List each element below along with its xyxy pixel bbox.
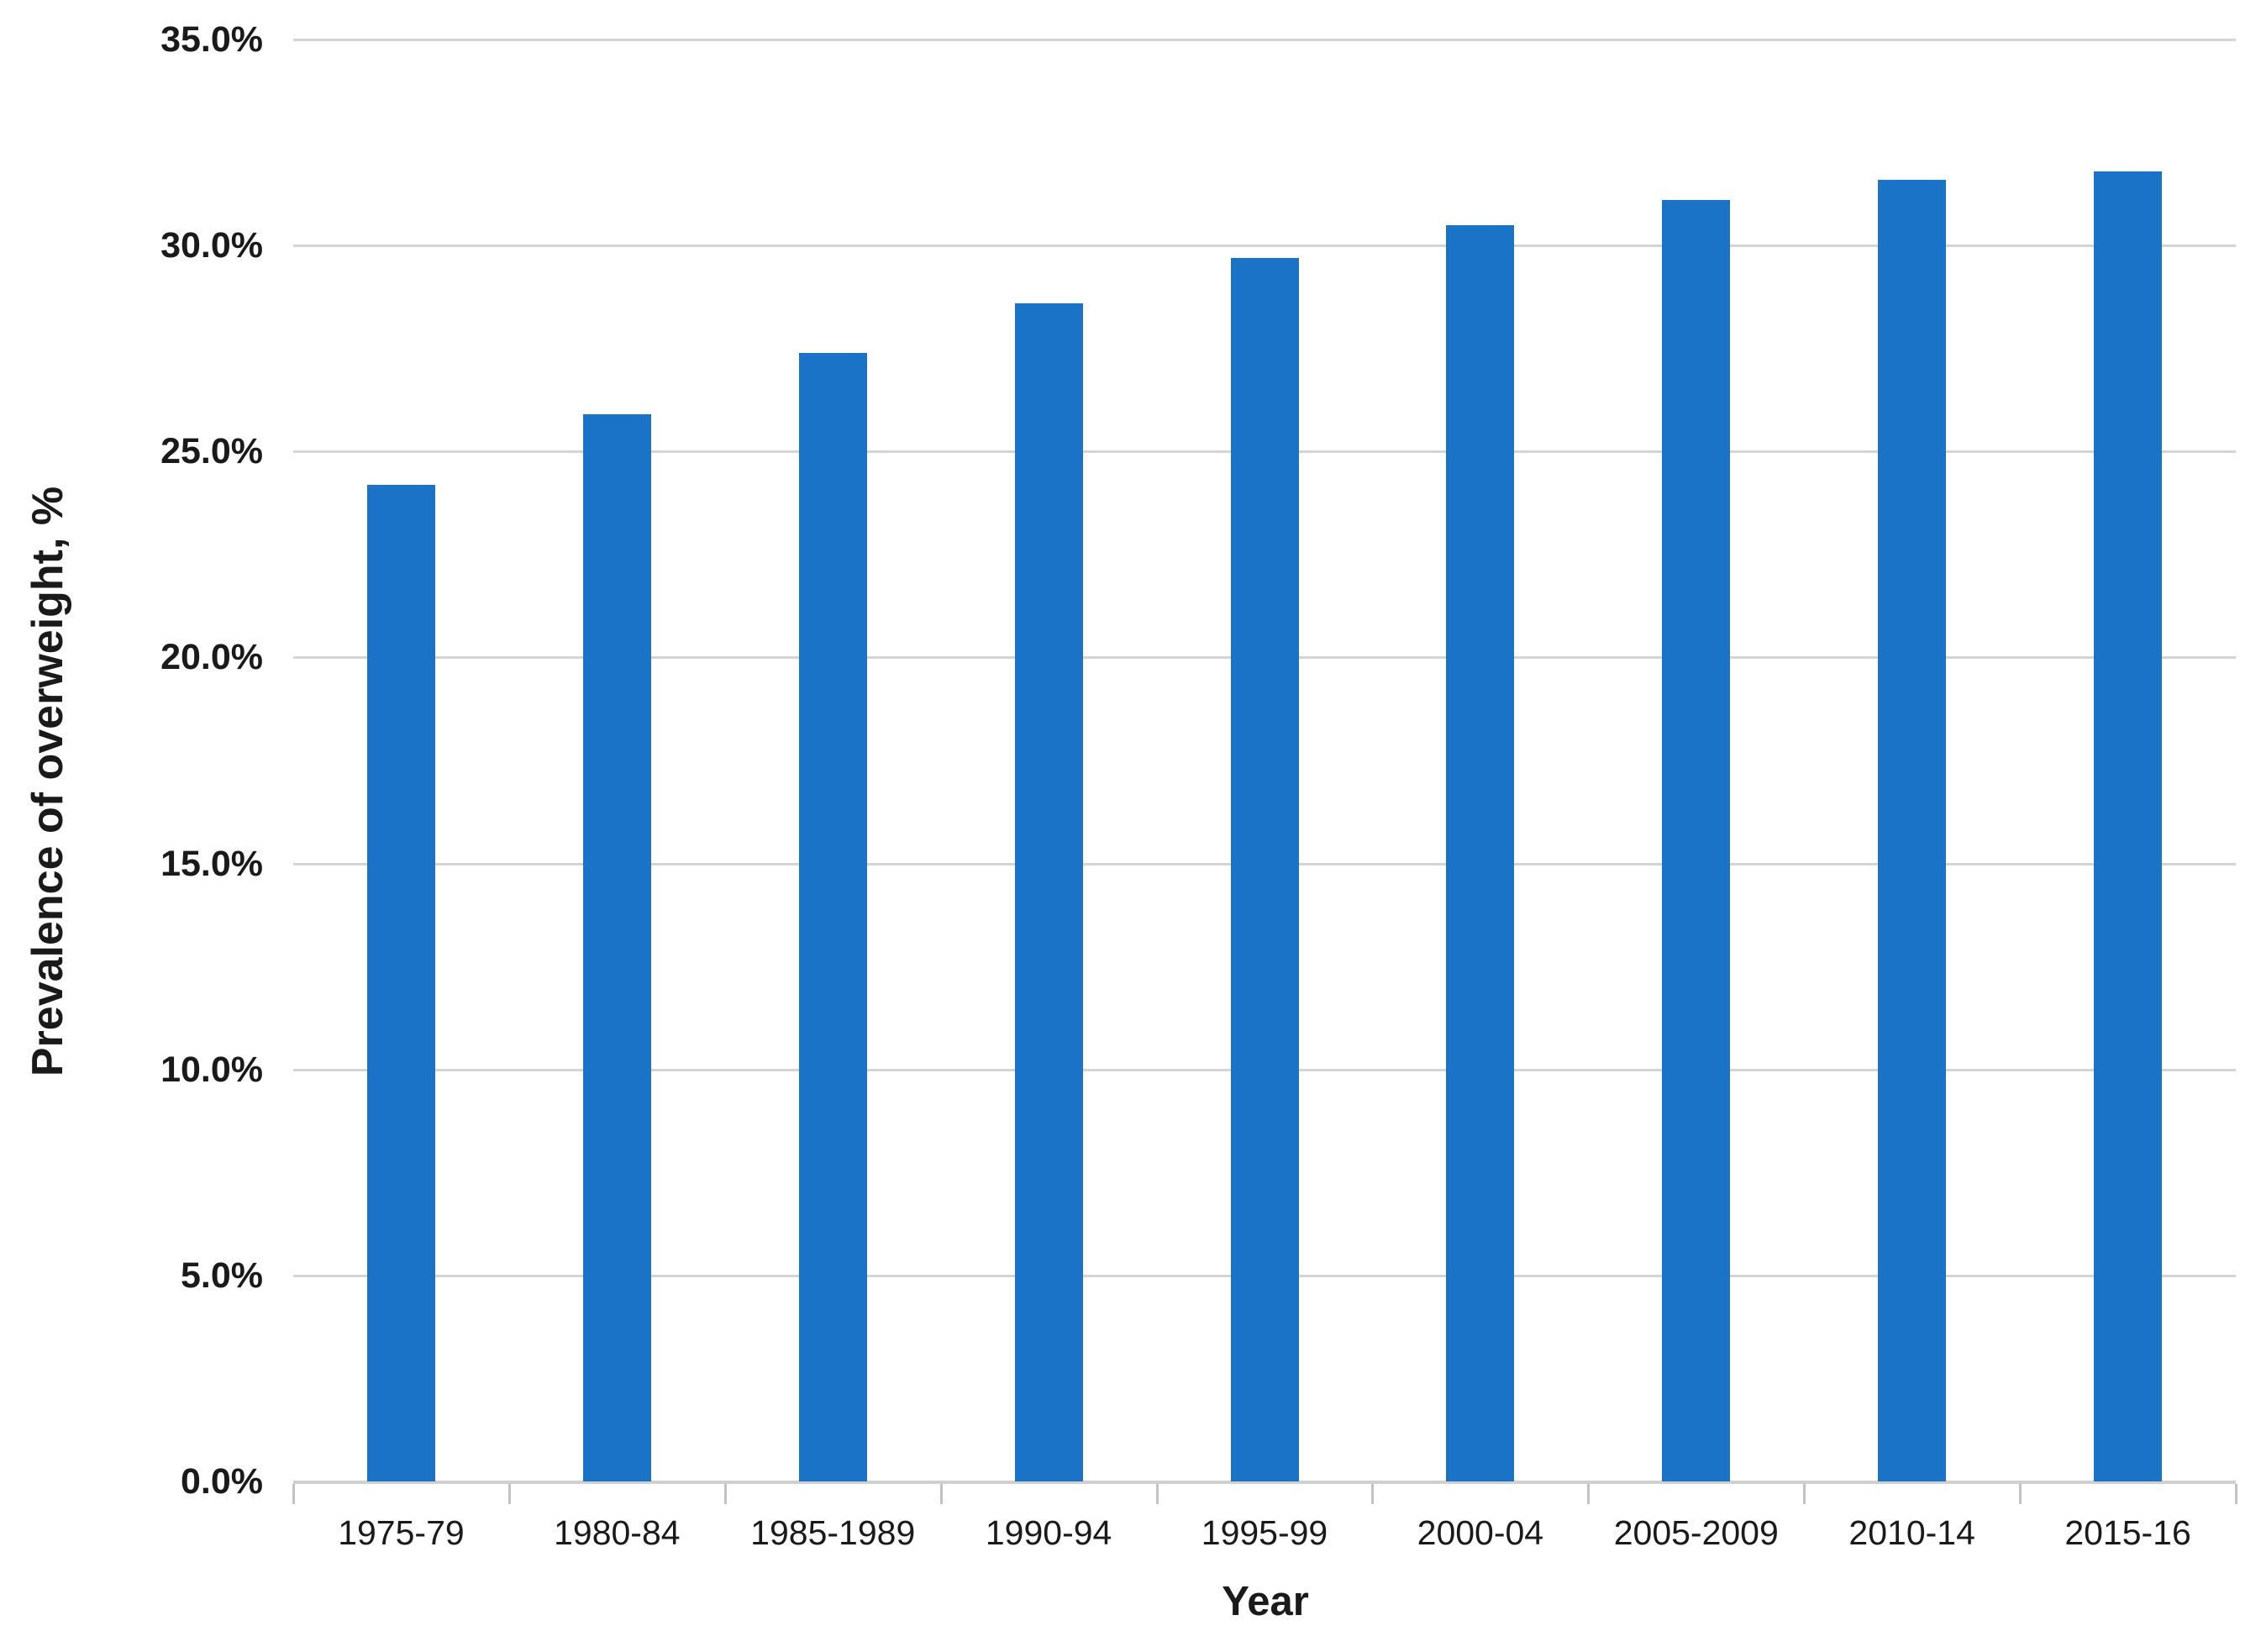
x-axis-tick (1155, 1484, 1159, 1504)
y-tick-label: 5.0% (180, 1255, 263, 1296)
x-axis-tick (292, 1484, 295, 1504)
y-tick-label: 20.0% (160, 637, 263, 678)
x-tick-label: 1995-99 (1201, 1513, 1328, 1552)
gridline-30pct (293, 245, 2236, 248)
x-axis-line (293, 1481, 2236, 1484)
x-axis-tick (507, 1484, 511, 1504)
x-tick-label: 1975-79 (338, 1513, 465, 1552)
x-axis-tick (2235, 1484, 2237, 1504)
x-tick-label: 1980-84 (554, 1513, 681, 1552)
bar-2010-14 (1878, 179, 1947, 1481)
x-axis-tick (1371, 1484, 1375, 1504)
gridline-35pct (293, 39, 2236, 41)
y-axis-title: Prevalence of overweight, % (24, 486, 72, 1077)
x-axis-tick (2019, 1484, 2022, 1504)
x-axis-title: Year (1222, 1579, 1309, 1624)
x-axis-tick (1587, 1484, 1591, 1504)
x-tick-label: 2005-2009 (1613, 1513, 1779, 1552)
bar-1995-99 (1230, 257, 1299, 1481)
bar-1985-1989 (798, 352, 867, 1481)
y-tick-label: 30.0% (160, 225, 263, 266)
bar-2000-04 (1446, 224, 1515, 1481)
y-tick-label: 0.0% (180, 1461, 263, 1502)
y-tick-label: 35.0% (160, 19, 263, 60)
x-axis-tick (1803, 1484, 1806, 1504)
y-tick-label: 15.0% (160, 843, 263, 884)
bar-2015-16 (2094, 171, 2163, 1481)
bar-1990-94 (1014, 303, 1083, 1481)
bar-2005-2009 (1662, 200, 1731, 1481)
bar-1980-84 (582, 414, 651, 1481)
x-tick-label: 1985-1989 (750, 1513, 916, 1552)
x-tick-label: 1990-94 (985, 1513, 1112, 1552)
bar-1975-79 (366, 484, 435, 1481)
x-tick-label: 2010-14 (1848, 1513, 1975, 1552)
x-axis-tick (723, 1484, 727, 1504)
y-tick-label: 25.0% (160, 431, 263, 472)
x-tick-label: 2015-16 (2064, 1513, 2191, 1552)
x-tick-label: 2000-04 (1417, 1513, 1544, 1552)
y-tick-label: 10.0% (160, 1049, 263, 1090)
x-axis-tick (939, 1484, 943, 1504)
